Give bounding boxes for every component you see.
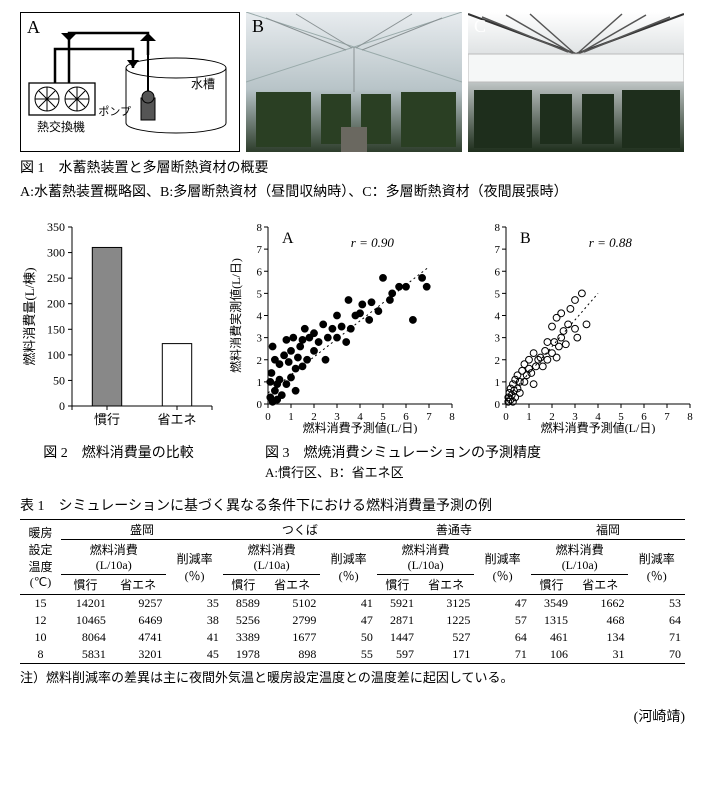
pump-label: ポンプ <box>98 105 131 118</box>
svg-text:B: B <box>520 230 531 247</box>
fig2-chart: 0 50 100 150 200 250 300 350 慣行 省エネ 燃料消費量(L/棟) <box>20 219 220 438</box>
table-row: 1210465646938525627994728711225571315468… <box>20 612 685 629</box>
th-reduce: 削減率(％) <box>628 540 685 595</box>
panel-c-label: C <box>474 16 486 37</box>
fig1-subcaption: A:水蓄熱装置概略図、B:多層断熱資材（昼間収納時）、C：多層断熱資材（夜間展張… <box>20 182 685 203</box>
author-name: (河崎靖) <box>20 706 685 726</box>
svg-text:0: 0 <box>257 399 263 411</box>
heat-exchanger-label: 熱交換機 <box>37 119 85 134</box>
svg-text:6: 6 <box>257 267 263 279</box>
svg-text:1: 1 <box>526 411 532 423</box>
th-shoene: 省エネ <box>264 575 320 595</box>
table1-note: 注）燃料削減率の差異は主に夜間外気温と暖房設定温度との温度差に起因している。 <box>20 668 685 688</box>
th-reduce: 削減率(％) <box>166 540 222 595</box>
svg-text:3: 3 <box>495 333 501 345</box>
svg-text:r = 0.88: r = 0.88 <box>589 235 633 250</box>
fig1-panel-a: A 熱交換機 <box>20 12 240 152</box>
tank-label: 水槽 <box>191 77 215 91</box>
svg-text:50: 50 <box>53 374 65 388</box>
fig3-panel-b: 012345678012345678Br = 0.88燃料消費予測値(L/日) <box>466 219 696 438</box>
table1: 暖房設定温度(℃) 盛岡つくば善通寺福岡 燃料消費(L/10a)削減率(％)燃料… <box>20 519 685 664</box>
table-row: 1514201925735858951024159213125473549166… <box>20 595 685 613</box>
th-fuel: 燃料消費(L/10a) <box>531 540 629 575</box>
svg-text:燃料消費予測値(L/日): 燃料消費予測値(L/日) <box>541 420 656 434</box>
panel-a-label: A <box>27 17 40 38</box>
table-row: 108064474141338916775014475276446113471 <box>20 629 685 646</box>
svg-text:7: 7 <box>664 411 670 423</box>
th-fuel: 燃料消費(L/10a) <box>223 540 321 575</box>
svg-text:0: 0 <box>495 399 501 411</box>
svg-text:1: 1 <box>257 377 263 389</box>
svg-text:8: 8 <box>495 222 501 234</box>
th-city: 善通寺 <box>377 520 531 540</box>
schematic-diagram: 熱交換機 ポンプ 水槽 <box>21 13 241 153</box>
figures-2-3-row: 050100150200250300350慣行省エネ燃料消費量(L/棟) 012… <box>20 219 685 438</box>
svg-text:8: 8 <box>257 222 263 234</box>
th-kanko: 慣行 <box>377 575 418 595</box>
svg-text:r = 0.90: r = 0.90 <box>351 235 395 250</box>
th-reduce: 削減率(％) <box>474 540 530 595</box>
svg-text:7: 7 <box>257 245 263 257</box>
fig2-caption: 図 2 燃料消費量の比較 <box>20 442 217 481</box>
svg-text:燃料消費実測値(L/日): 燃料消費実測値(L/日) <box>228 259 243 374</box>
greenhouse-photo-day <box>246 12 462 152</box>
svg-text:150: 150 <box>47 323 65 337</box>
svg-text:0: 0 <box>265 411 271 423</box>
greenhouse-photo-night <box>468 12 684 152</box>
fig1-caption: 図 1 水蓄熱装置と多層断熱資材の概要 <box>20 158 685 180</box>
th-reduce: 削減率(％) <box>320 540 376 595</box>
th-city: つくば <box>223 520 377 540</box>
fig3-panel-a: 012345678012345678Ar = 0.90燃料消費予測値(L/日)燃… <box>228 219 458 438</box>
svg-text:8: 8 <box>449 411 455 423</box>
th-kanko: 慣行 <box>531 575 572 595</box>
fig1-panel-c: C <box>468 12 684 152</box>
svg-text:省エネ: 省エネ <box>157 412 196 427</box>
svg-text:0: 0 <box>503 411 509 423</box>
svg-text:4: 4 <box>495 311 501 323</box>
svg-text:6: 6 <box>495 267 501 279</box>
th-kanko: 慣行 <box>61 575 110 595</box>
svg-text:2: 2 <box>257 355 263 367</box>
th-fuel: 燃料消費(L/10a) <box>377 540 475 575</box>
svg-text:燃料消費予測値(L/日): 燃料消費予測値(L/日) <box>303 420 418 434</box>
svg-text:8: 8 <box>687 411 693 423</box>
svg-text:燃料消費量(L/棟): 燃料消費量(L/棟) <box>22 268 37 366</box>
fig3-subcaption: A:慣行区、B：省エネ区 <box>225 462 685 481</box>
fig1-panel-b: B <box>246 12 462 152</box>
th-shoene: 省エネ <box>418 575 474 595</box>
svg-text:5: 5 <box>495 289 501 301</box>
svg-text:350: 350 <box>47 220 65 234</box>
th-kanko: 慣行 <box>223 575 264 595</box>
svg-text:7: 7 <box>426 411 432 423</box>
scatter-b-svg: 012345678012345678Br = 0.88燃料消費予測値(L/日) <box>466 219 696 434</box>
svg-text:4: 4 <box>257 311 263 323</box>
svg-text:100: 100 <box>47 348 65 362</box>
svg-text:2: 2 <box>495 355 501 367</box>
fig3-caption: 図 3 燃焼消費シミュレーションの予測精度 <box>225 442 685 462</box>
fig-captions-row: 図 2 燃料消費量の比較 図 3 燃焼消費シミュレーションの予測精度 A:慣行区… <box>20 442 685 481</box>
table-row: 85831320145197889855597171711063170 <box>20 646 685 664</box>
th-shoene: 省エネ <box>572 575 628 595</box>
svg-text:7: 7 <box>495 245 501 257</box>
panel-b-label: B <box>252 16 264 37</box>
svg-text:1: 1 <box>495 377 501 389</box>
svg-text:200: 200 <box>47 297 65 311</box>
svg-text:0: 0 <box>59 399 65 413</box>
svg-text:250: 250 <box>47 272 65 286</box>
th-shoene: 省エネ <box>110 575 166 595</box>
svg-text:3: 3 <box>257 333 263 345</box>
svg-text:300: 300 <box>47 246 65 260</box>
table1-title: 表 1 シミュレーションに基づく異なる条件下における燃料消費量予測の例 <box>20 495 685 515</box>
svg-text:5: 5 <box>257 289 263 301</box>
svg-text:1: 1 <box>288 411 294 423</box>
bar-chart-svg: 0 50 100 150 200 250 300 350 慣行 省エネ 燃料消費量(L/棟) <box>20 219 220 434</box>
figure-1-panels: A 熱交換機 <box>20 12 685 152</box>
svg-text:慣行: 慣行 <box>94 412 120 427</box>
th-temp: 暖房設定温度(℃) <box>20 520 61 595</box>
th-fuel: 燃料消費(L/10a) <box>61 540 166 575</box>
scatter-a-svg: 012345678012345678Ar = 0.90燃料消費予測値(L/日)燃… <box>228 219 458 434</box>
th-city: 福岡 <box>531 520 685 540</box>
svg-text:A: A <box>282 230 294 247</box>
th-city: 盛岡 <box>61 520 223 540</box>
